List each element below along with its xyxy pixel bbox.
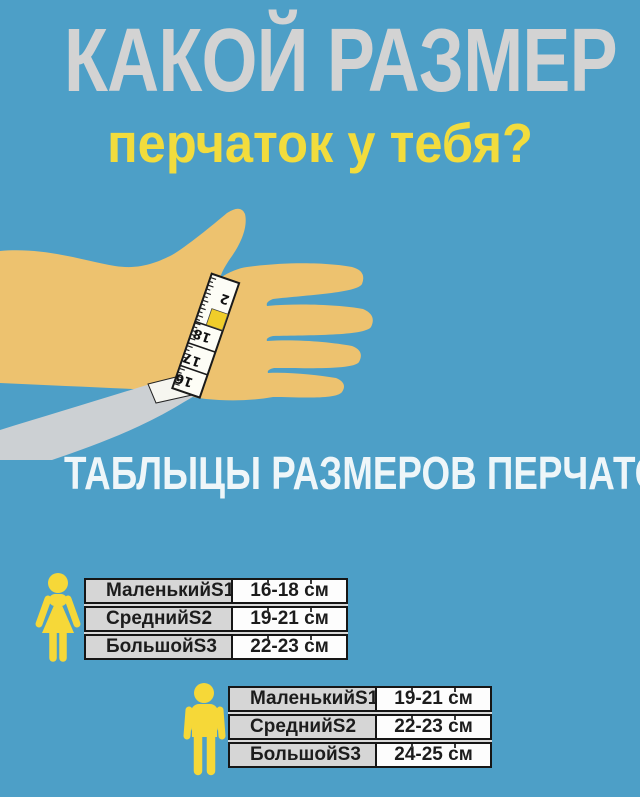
size-label: Маленький bbox=[250, 688, 356, 709]
table-row: Большой S3 22-23 см bbox=[84, 634, 348, 660]
size-range: 24-25 см bbox=[394, 744, 473, 765]
size-code: S2 bbox=[188, 608, 213, 629]
hand-with-tape-illustration: 2 18 17 16 bbox=[0, 208, 373, 460]
size-range: 22-23 см bbox=[250, 636, 329, 657]
size-label: Большой bbox=[106, 636, 194, 657]
woman-icon bbox=[35, 573, 81, 662]
size-range-cell: 19-21 см bbox=[375, 686, 492, 712]
size-label-cell: Большой S3 bbox=[228, 742, 377, 768]
size-code: S1 bbox=[211, 580, 235, 601]
size-label-cell: Большой S3 bbox=[84, 634, 233, 660]
size-range: 22-23 см bbox=[394, 716, 473, 737]
size-label: Большой bbox=[250, 744, 338, 765]
men-size-table: Маленький S1 19-21 см Средний S2 22-23 с… bbox=[228, 686, 492, 768]
poster-subtitle: перчаток у тебя? bbox=[107, 112, 533, 174]
tape-highlight-square bbox=[205, 308, 229, 331]
size-range: 19-21 см bbox=[394, 688, 473, 709]
size-range: 16-18 см bbox=[250, 580, 329, 601]
size-range: 19-21 см bbox=[250, 608, 329, 629]
size-range-cell: 16-18 см bbox=[231, 578, 348, 604]
size-range-cell: 22-23 см bbox=[231, 634, 348, 660]
man-icon bbox=[183, 683, 226, 776]
table-row: Маленький S1 19-21 см bbox=[228, 686, 492, 712]
size-label: Средний bbox=[106, 608, 189, 629]
size-range-cell: 22-23 см bbox=[375, 714, 492, 740]
size-label: Средний bbox=[250, 716, 333, 737]
tape-number: 16 bbox=[173, 370, 195, 390]
table-row: Средний S2 22-23 см bbox=[228, 714, 492, 740]
table-row: Средний S2 19-21 см bbox=[84, 606, 348, 632]
women-size-table: Маленький S1 16-18 см Средний S2 19-21 с… bbox=[84, 578, 348, 660]
size-range-cell: 24-25 см bbox=[375, 742, 492, 768]
size-label-cell: Маленький S1 bbox=[84, 578, 235, 604]
measuring-tape-icon: 2 18 17 16 bbox=[171, 272, 241, 399]
size-label-cell: Средний S2 bbox=[84, 606, 233, 632]
size-label-cell: Средний S2 bbox=[228, 714, 377, 740]
size-label-cell: Маленький S1 bbox=[228, 686, 379, 712]
size-code: S3 bbox=[193, 636, 217, 657]
size-range-cell: 19-21 см bbox=[231, 606, 348, 632]
size-code: S2 bbox=[332, 716, 357, 737]
size-code: S1 bbox=[355, 688, 379, 709]
hand-shape bbox=[0, 208, 373, 401]
table-row: Маленький S1 16-18 см bbox=[84, 578, 348, 604]
size-label: Маленький bbox=[106, 580, 212, 601]
table-row: Большой S3 24-25 см bbox=[228, 742, 492, 768]
tape-ribbon bbox=[0, 377, 196, 460]
poster-title: КАКОЙ РАЗМЕР bbox=[64, 11, 618, 111]
tape-number: 17 bbox=[181, 349, 203, 369]
section-heading: ТАБЛЫЦЫ РАЗМЕРОВ ПЕРЧАТОК bbox=[64, 447, 640, 499]
tape-number: 18 bbox=[191, 325, 213, 345]
size-code: S3 bbox=[337, 744, 361, 765]
